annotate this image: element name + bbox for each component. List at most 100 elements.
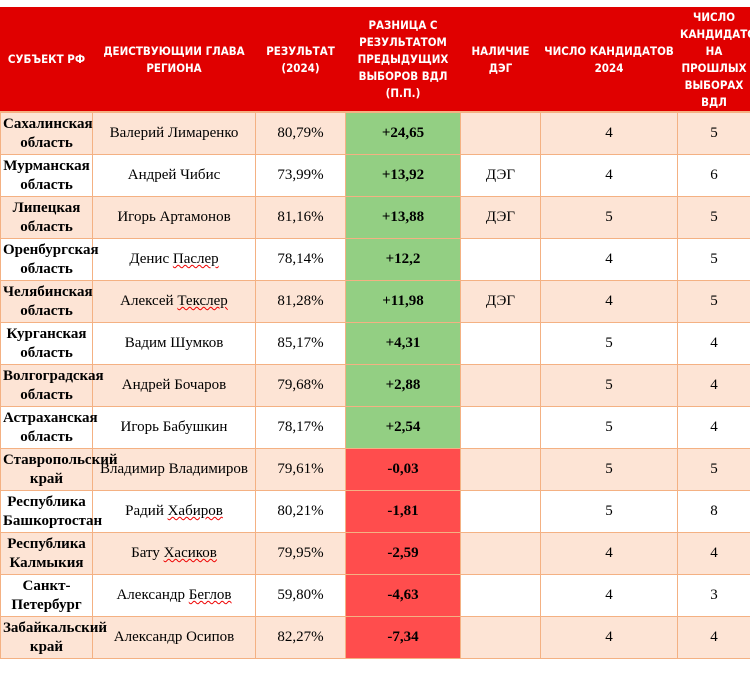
header-cand2024: ЧИСЛО КАНДИДАТОВ 2024	[540, 7, 678, 113]
cell-head: Алексей Текслер	[92, 280, 256, 323]
cell-cand2024: 4	[540, 111, 678, 155]
cell-result: 79,61%	[255, 448, 346, 491]
cell-subject: Республика Калмыкия	[0, 532, 93, 575]
cell-deg	[460, 238, 541, 281]
head-surname: Хасиков	[163, 545, 217, 561]
cell-result: 81,16%	[255, 196, 346, 239]
cell-cand-prev: 4	[677, 406, 750, 449]
header-head: ДЕИСТВУЮЩИИ ГЛАВА РЕГИОНА	[92, 7, 256, 113]
header-diff: РАЗНИЦА С РЕЗУЛЬТАТОМ ПРЕДЫДУЩИХ ВЫБОРОВ…	[345, 7, 461, 113]
cell-subject: Астраханская область	[0, 406, 98, 449]
cell-diff: -2,59	[345, 532, 461, 575]
cell-head: Игорь Бабушкин	[92, 406, 256, 449]
cell-diff: -7,34	[345, 616, 461, 659]
cell-head: Валерий Лимаренко	[92, 111, 256, 155]
cell-diff: +12,2	[345, 238, 461, 281]
table-row: Мурманская область Андрей Чибис 73,99% +13,…	[0, 154, 750, 197]
cell-diff: -4,63	[345, 574, 461, 617]
cell-head: Андрей Чибис	[92, 154, 256, 197]
table-row: Республика Башкортостан Радий Хабиров 80,2…	[0, 490, 750, 533]
cell-deg	[460, 364, 541, 407]
cell-deg	[460, 532, 541, 575]
cell-subject: Санкт-Петербург	[0, 574, 93, 617]
cell-deg	[460, 406, 541, 449]
head-surname: Текслер	[177, 293, 228, 309]
cell-cand-prev: 8	[677, 490, 750, 533]
cell-result: 78,17%	[255, 406, 346, 449]
cell-result: 79,68%	[255, 364, 346, 407]
cell-subject: Мурманская область	[0, 154, 93, 197]
elections-table: СУБЪЕКТ РФ ДЕИСТВУЮЩИИ ГЛАВА РЕГИОНА РЕЗУЛ…	[0, 7, 750, 659]
table-row: Сахалинская область Валерий Лимаренко 80,7…	[0, 111, 750, 155]
cell-deg	[460, 574, 541, 617]
cell-deg	[460, 490, 541, 533]
cell-head: Владимир Владимиров	[92, 448, 256, 491]
cell-result: 79,95%	[255, 532, 346, 575]
cell-result: 82,27%	[255, 616, 346, 659]
cell-head: Андрей Бочаров	[92, 364, 256, 407]
cell-deg: ДЭГ	[460, 280, 541, 323]
table-row: Курганская область Вадим Шумков 85,17% +4,3…	[0, 322, 750, 365]
cell-cand-prev: 6	[677, 154, 750, 197]
head-surname: Беглов	[188, 587, 232, 603]
cell-cand2024: 4	[540, 616, 678, 659]
cell-cand-prev: 5	[677, 111, 750, 155]
cell-cand2024: 5	[540, 448, 678, 491]
cell-deg	[460, 322, 541, 365]
table-row: Липецкая область Игорь Артамонов 81,16% +13…	[0, 196, 750, 239]
cell-subject: Липецкая область	[0, 196, 93, 239]
cell-subject: Волгоградская область	[0, 364, 104, 407]
cell-cand-prev: 5	[677, 448, 750, 491]
table-row: Волгоградская область Андрей Бочаров 79,68…	[0, 364, 750, 407]
cell-result: 78,14%	[255, 238, 346, 281]
cell-diff: +2,88	[345, 364, 461, 407]
cell-deg	[460, 111, 541, 155]
cell-subject: Республика Башкортостан	[0, 490, 102, 533]
cell-cand-prev: 5	[677, 238, 750, 281]
table-body: Сахалинская область Валерий Лимаренко 80,7…	[0, 111, 750, 659]
table-row: Республика Калмыкия Бату Хасиков 79,95% -2,…	[0, 532, 750, 575]
cell-head: Александр Беглов	[92, 574, 256, 617]
cell-diff: +24,65	[345, 111, 461, 155]
cell-subject: Курганская область	[0, 322, 93, 365]
table-row: Астраханская область Игорь Бабушкин 78,17%…	[0, 406, 750, 449]
cell-deg: ДЭГ	[460, 154, 541, 197]
table-row: Ставропольский край Владимир Владимиров 79…	[0, 448, 750, 491]
cell-cand2024: 4	[540, 238, 678, 281]
header-result: РЕЗУЛЬТАТ (2024)	[255, 7, 346, 113]
cell-head: Денис Паслер	[92, 238, 256, 281]
cell-result: 85,17%	[255, 322, 346, 365]
cell-diff: +13,92	[345, 154, 461, 197]
cell-cand2024: 5	[540, 490, 678, 533]
header-subject: СУБЪЕКТ РФ	[0, 7, 93, 113]
cell-diff: -1,81	[345, 490, 461, 533]
cell-result: 59,80%	[255, 574, 346, 617]
head-surname: Хабиров	[167, 503, 223, 519]
cell-cand2024: 5	[540, 322, 678, 365]
header-deg: НАЛИЧИЕ ДЭГ	[460, 7, 541, 113]
cell-diff: +11,98	[345, 280, 461, 323]
cell-result: 80,21%	[255, 490, 346, 533]
cell-subject: Забайкальский край	[0, 616, 107, 659]
table-row: Санкт-Петербург Александр Беглов 59,80% -4,…	[0, 574, 750, 617]
cell-deg	[460, 448, 541, 491]
cell-deg	[460, 616, 541, 659]
cell-cand-prev: 3	[677, 574, 750, 617]
cell-cand2024: 5	[540, 406, 678, 449]
cell-result: 80,79%	[255, 111, 346, 155]
cell-cand-prev: 5	[677, 280, 750, 323]
cell-cand-prev: 4	[677, 364, 750, 407]
head-surname: Паслер	[172, 251, 219, 267]
cell-cand-prev: 4	[677, 532, 750, 575]
cell-diff: +2,54	[345, 406, 461, 449]
header-row: СУБЪЕКТ РФ ДЕИСТВУЮЩИИ ГЛАВА РЕГИОНА РЕЗУЛ…	[0, 7, 750, 113]
cell-subject: Ставропольский край	[0, 448, 118, 491]
cell-cand2024: 5	[540, 196, 678, 239]
cell-subject: Сахалинская область	[0, 111, 93, 155]
cell-deg: ДЭГ	[460, 196, 541, 239]
cell-head: Вадим Шумков	[92, 322, 256, 365]
cell-cand-prev: 4	[677, 616, 750, 659]
cell-head: Радий Хабиров	[92, 490, 256, 533]
cell-cand2024: 4	[540, 280, 678, 323]
cell-result: 81,28%	[255, 280, 346, 323]
